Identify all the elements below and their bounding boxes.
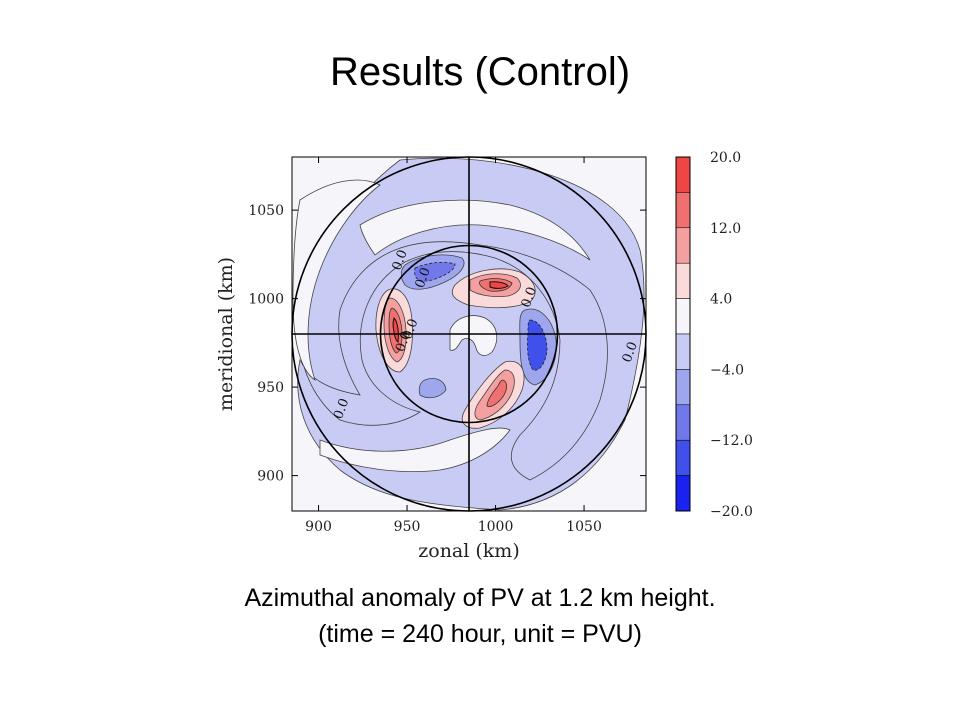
colorbar-segment <box>675 192 691 229</box>
x-tick-label: 950 <box>394 519 421 535</box>
colorbar-tick-label: −12.0 <box>710 433 753 449</box>
x-tick-label: 1050 <box>566 519 602 535</box>
caption-line-1: Azimuthal anomaly of PV at 1.2 km height… <box>244 584 716 612</box>
colorbar-segment <box>675 333 691 370</box>
colorbar-segment <box>675 156 691 193</box>
y-tick-label: 900 <box>257 469 284 485</box>
y-tick-label: 1000 <box>248 292 284 308</box>
colorbar-segment <box>675 369 691 406</box>
colorbar-segment <box>675 404 691 441</box>
negative-blob-southwest <box>418 378 447 399</box>
plot-frame <box>291 156 647 512</box>
colorbar-segment <box>675 262 691 299</box>
zero-band-inner <box>359 199 591 261</box>
contour-label: 0.0 <box>413 266 434 291</box>
x-tick-label: 1000 <box>478 519 514 535</box>
contour-label: 0.0 <box>519 285 540 310</box>
y-axis-label: meridional (km) <box>215 257 237 411</box>
colorbar-segment <box>675 298 691 335</box>
colorbar-tick-label: 20.0 <box>710 150 741 166</box>
y-axis-ticks: 900 950 1000 1050 <box>248 203 646 485</box>
contour-label: 0.0 <box>331 397 352 422</box>
negative-blob-northwest-core <box>414 261 456 282</box>
contour-label: 0.0 <box>400 317 421 342</box>
contour-label: 0.0 <box>620 340 641 365</box>
contour-label: 0.0 <box>390 248 411 273</box>
zero-band-bottom <box>319 427 511 472</box>
colorbar-segment <box>675 227 691 264</box>
x-axis-label: zonal (km) <box>418 540 520 562</box>
positive-blob-west-core <box>392 316 399 343</box>
positive-blob-north-core <box>489 281 509 289</box>
y-tick-label: 950 <box>257 380 284 396</box>
y-tick-label: 1050 <box>248 203 284 219</box>
colorbar: 20.0 12.0 4.0 −4.0 −12.0 −20.0 <box>675 150 753 520</box>
colorbar-tick-label: 12.0 <box>710 221 741 237</box>
colorbar-tick-label: 4.0 <box>710 292 732 308</box>
colorbar-tick-label: −4.0 <box>710 362 744 378</box>
colorbar-segment <box>675 475 691 512</box>
colorbar-segment <box>675 439 691 476</box>
contour-label: 0.0 <box>393 329 414 354</box>
core-zero <box>449 315 498 356</box>
x-axis-ticks: 900 950 1000 1050 <box>305 157 602 535</box>
colorbar-tick-label: −20.0 <box>710 504 753 520</box>
positive-blob-south-core <box>486 379 508 407</box>
caption-line-2: (time = 240 hour, unit = PVU) <box>318 620 642 648</box>
x-tick-label: 900 <box>305 519 332 535</box>
colorbar-frame <box>675 156 691 512</box>
contour-labels: 0.00.00.00.00.0 0.00.0 <box>331 248 641 421</box>
negative-blob-east-core <box>527 319 548 371</box>
slide-title: Results (Control) <box>329 50 631 94</box>
